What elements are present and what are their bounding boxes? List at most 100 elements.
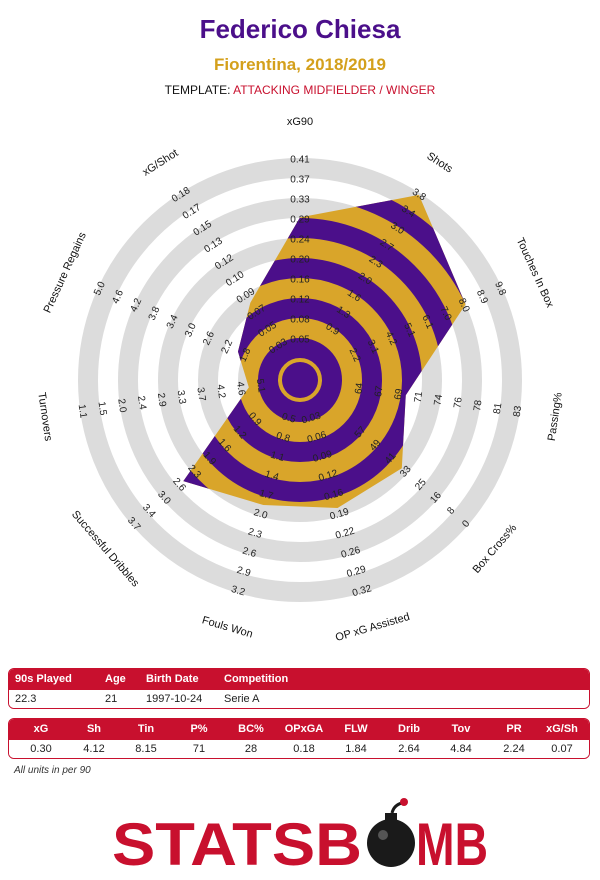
stat-value-sh: 4.12 [83, 743, 105, 755]
tick-label: 0.03 [300, 410, 322, 426]
axis-label: Touches In Box [514, 236, 556, 310]
tick-label: 2.9 [235, 565, 252, 580]
tick-label: 64 [353, 382, 366, 395]
axis-label: Box Cross% [471, 522, 520, 576]
axis-label: Shots [424, 150, 455, 176]
tick-label: 0.29 [290, 215, 310, 226]
logo-text-left: STATSB [112, 811, 362, 875]
units-footnote: All units in per 90 [14, 765, 91, 776]
info-header-competition: Competition [224, 673, 289, 685]
tick-label: 71 [413, 390, 426, 403]
tick-label: 0.41 [290, 155, 310, 166]
radar-chart: 0.05 0.08 0.12 0.16 0.20 0.24 0.29 0.33 0.37 0.41… [35, 116, 565, 644]
axis-label: Turnovers [35, 392, 54, 443]
tick-label: 76 [452, 396, 465, 409]
info-value-birth-date: 1997-10-24 [146, 693, 203, 705]
logo-text-right: MB [416, 811, 488, 875]
tick-label: 8.0 [456, 297, 472, 315]
info-header-age: Age [105, 673, 126, 685]
tick-label: 0.37 [290, 175, 310, 186]
template-line: TEMPLATE: ATTACKING MIDFIELDER / WINGER [0, 83, 600, 97]
tick-label: 2.2 [219, 338, 235, 356]
tick-label: 9.8 [492, 280, 508, 298]
tick-label: 2.0 [252, 507, 269, 522]
team-season: Fiorentina, 2018/2019 [214, 55, 386, 74]
tick-label: 0.26 [340, 545, 362, 561]
tick-label: 3.2 [230, 584, 247, 599]
tick-label: 78 [472, 399, 485, 412]
axis-label: Passing% [546, 391, 565, 441]
tick-label: 7.0 [438, 305, 454, 323]
tick-label: 0.05 [290, 335, 310, 346]
tick-label: 0.33 [290, 195, 310, 206]
tick-label: 69 [393, 388, 406, 401]
stat-header-sh: Sh [86, 723, 102, 735]
tick-label: 2.2 [347, 347, 363, 365]
info-table-row: 22.3 21 1997-10-24 Serie A [9, 690, 589, 708]
tick-label: 0.22 [334, 526, 356, 542]
stat-header-tov: Tov [451, 723, 471, 735]
tick-label: 83 [512, 405, 525, 418]
tick-label: 1.8 [238, 346, 254, 364]
stat-value-p: 71 [192, 743, 206, 755]
tick-label: 3.8 [147, 305, 163, 323]
stat-value-drib: 2.64 [398, 743, 420, 755]
background-ring [118, 198, 482, 562]
stat-header-p: P% [190, 723, 208, 735]
stat-header-xg: xG [33, 723, 49, 735]
player-name: Federico Chiesa [199, 14, 401, 44]
tick-label: 3.1 [365, 338, 381, 356]
tick-label: 0.08 [290, 315, 310, 326]
tick-label: 0.20 [290, 255, 310, 266]
info-header-birth-date: Birth Date [146, 673, 199, 685]
polygon-ring [258, 338, 342, 422]
tick-label: 1.1 [76, 404, 89, 420]
tick-label: 1.5 [95, 401, 108, 417]
info-table-header: 90s Played Age Birth Date Competition [9, 669, 589, 690]
info-value-age: 21 [105, 693, 118, 705]
tick-label: 2.3 [247, 526, 264, 541]
stat-value-flw: 1.84 [345, 743, 367, 755]
template-label: TEMPLATE: [164, 83, 231, 97]
tick-label: 0 [460, 518, 472, 530]
tick-label: 6.1 [419, 313, 435, 331]
tick-label: 4.6 [110, 288, 126, 306]
tick-label: 2.6 [241, 546, 258, 561]
axis-label: OP xG Assisted [334, 611, 411, 644]
tick-label: 3.3 [175, 389, 188, 405]
info-value-competition: Serie A [224, 693, 260, 705]
template-value: ATTACKING MIDFIELDER / WINGER [233, 83, 436, 97]
tick-label: 2.0 [115, 398, 128, 414]
tick-label: 2.9 [155, 392, 168, 408]
tick-label: 0.5 [280, 411, 297, 426]
stat-value-tin: 8.15 [135, 743, 157, 755]
statsbomb-logo: STATSB MB [112, 798, 488, 875]
tick-label: 4.2 [383, 330, 399, 348]
axis-label: Fouls Won [201, 614, 255, 640]
stats-table-row: 0.30 4.12 8.15 71 28 0.18 1.84 2.64 4.84… [9, 740, 589, 758]
tick-label: 0.12 [290, 295, 310, 306]
tick-label: 2.6 [201, 330, 217, 348]
tick-label: 4.2 [214, 384, 227, 400]
center-dot [282, 362, 318, 398]
stat-header-bc: BC% [238, 723, 264, 735]
tick-label: 0.06 [306, 430, 328, 446]
tick-label: 0.16 [323, 487, 345, 503]
tick-label: 0.09 [312, 449, 334, 465]
stat-header-opxga: OPxGA [284, 723, 324, 735]
tick-label: 3.4 [165, 313, 181, 331]
tick-label: 67 [373, 385, 386, 398]
tick-label: 5.0 [92, 280, 108, 298]
bomb-icon [367, 798, 415, 867]
stat-header-flw: FLW [344, 723, 368, 735]
stats-table: xG Sh Tin P% BC% OPxGA FLW Drib Tov PR x… [8, 718, 590, 759]
tick-label: 74 [432, 393, 445, 406]
tick-label: 81 [492, 402, 505, 415]
tick-label: 5.1 [254, 378, 267, 394]
stat-value-xg: 0.30 [30, 743, 52, 755]
tick-label: 0.8 [275, 430, 292, 445]
axis-label: Pressure Regains [42, 230, 89, 315]
tick-label: 0.24 [290, 235, 310, 246]
stat-value-pr: 2.24 [503, 743, 525, 755]
tick-label: 8.9 [474, 288, 490, 306]
